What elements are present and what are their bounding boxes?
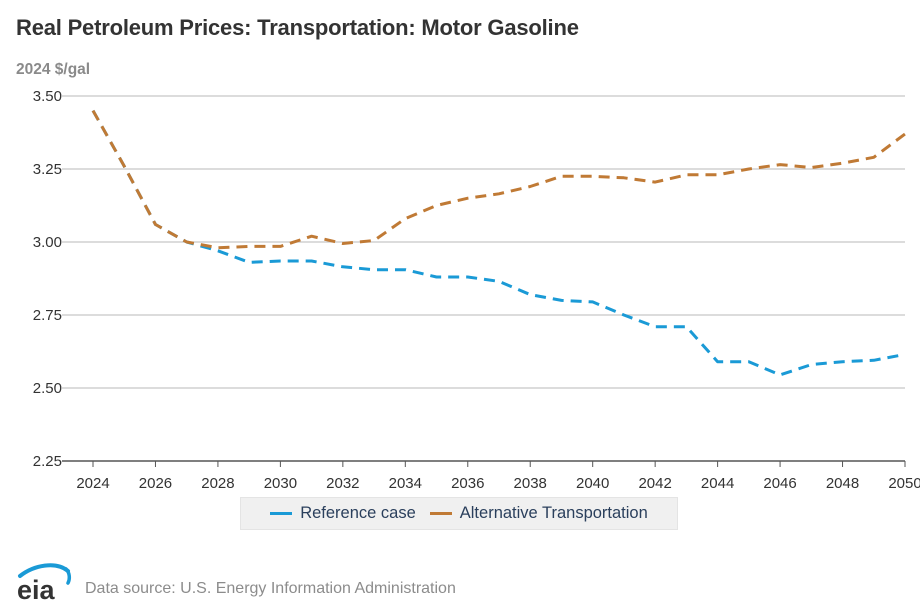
x-tick-label: 2038 bbox=[514, 475, 547, 492]
y-tick-label: 3.25 bbox=[33, 161, 62, 178]
y-tick-label: 2.25 bbox=[33, 453, 62, 470]
legend-item-reference-case[interactable]: Reference case bbox=[270, 504, 416, 523]
series-lines bbox=[91, 109, 906, 377]
chart-title: Real Petroleum Prices: Transportation: M… bbox=[16, 15, 579, 40]
x-tick-label: 2050 bbox=[888, 475, 920, 492]
legend-label: Alternative Transportation bbox=[459, 504, 648, 522]
x-tick-label: 2042 bbox=[638, 475, 671, 492]
eia-logo-text: eia bbox=[17, 575, 56, 603]
y-tick-label: 2.75 bbox=[33, 307, 62, 324]
x-tick-label: 2026 bbox=[139, 475, 172, 492]
x-tick-label: 2030 bbox=[264, 475, 297, 492]
gridlines bbox=[62, 95, 905, 462]
legend-swatch-alternative-transportation bbox=[429, 512, 452, 515]
y-axis-units-label: 2024 $/gal bbox=[16, 61, 91, 78]
x-tick-label: 2046 bbox=[763, 475, 796, 492]
x-tick-label: 2040 bbox=[576, 475, 609, 492]
eia-logo-icon[interactable]: eia bbox=[14, 559, 74, 603]
line-chart: 3.50 3.25 3.00 2.75 2.50 2.25 2024 2026 2028 2030… bbox=[33, 88, 920, 492]
x-tick-label: 2044 bbox=[701, 475, 734, 492]
legend-swatch-reference-case bbox=[270, 512, 293, 515]
series-line-reference-case[interactable] bbox=[91, 109, 906, 377]
axes: 3.50 3.25 3.00 2.75 2.50 2.25 2024 2026 2028 2030… bbox=[33, 88, 920, 492]
data-source-note: Data source: U.S. Energy Information Adm… bbox=[85, 580, 456, 597]
x-tick-label: 2048 bbox=[826, 475, 859, 492]
series-line-alternative-transportation[interactable] bbox=[91, 109, 906, 250]
y-tick-label: 3.50 bbox=[33, 88, 62, 105]
x-tick-label: 2034 bbox=[389, 475, 422, 492]
legend-item-alternative-transportation[interactable]: Alternative Transportation bbox=[429, 504, 648, 523]
y-tick-label: 3.00 bbox=[33, 234, 62, 251]
x-tick-label: 2028 bbox=[201, 475, 234, 492]
footer: eia Data source: U.S. Energy Information… bbox=[0, 555, 920, 605]
x-tick-label: 2024 bbox=[76, 475, 109, 492]
legend-label: Reference case bbox=[300, 504, 416, 522]
y-tick-label: 2.50 bbox=[33, 380, 62, 397]
x-tick-label: 2036 bbox=[451, 475, 484, 492]
chart-legend: Reference case Alternative Transportatio… bbox=[240, 497, 678, 530]
x-tick-label: 2032 bbox=[326, 475, 359, 492]
